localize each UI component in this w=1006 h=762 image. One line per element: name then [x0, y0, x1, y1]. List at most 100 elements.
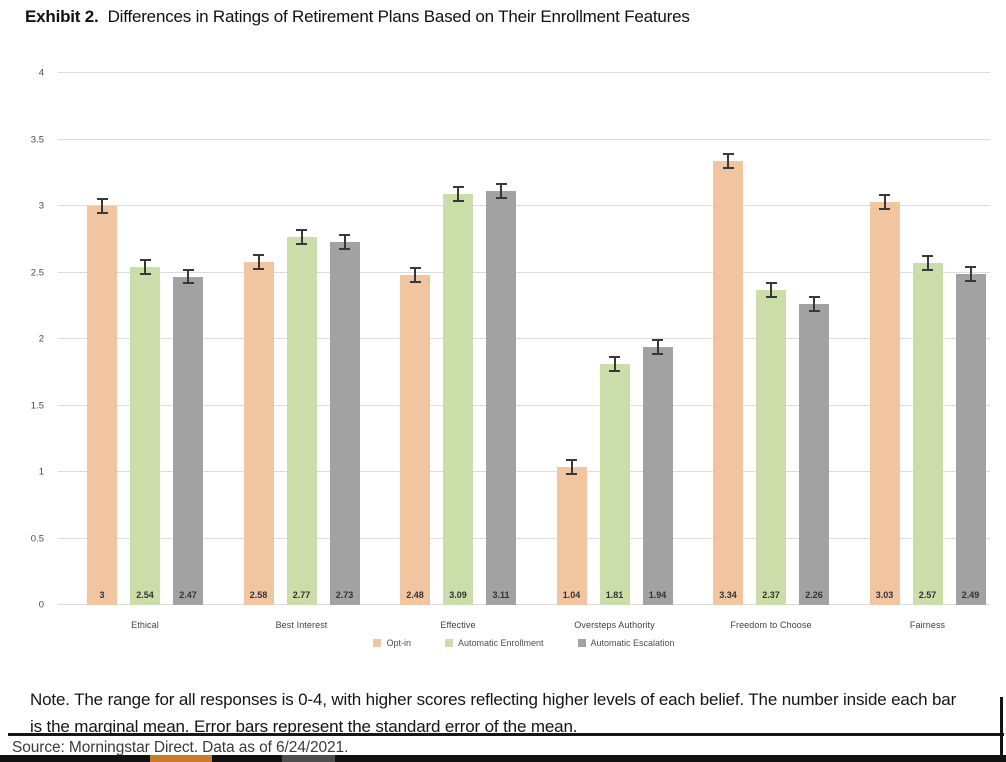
source-text: Source: Morningstar Direct. Data as of 6… [12, 739, 349, 756]
error-bar-bottom-cap [452, 200, 464, 203]
bar-automatic-escalation-freedom-to-choose: 2.26 [799, 304, 829, 605]
orange-segment [150, 755, 212, 762]
legend-swatch-icon [444, 639, 453, 647]
bar-value-label: 2.54 [136, 590, 154, 600]
error-bar-bottom-cap [922, 269, 933, 272]
legend-label: Opt-in [386, 638, 411, 648]
error-bar-bottom-cap [96, 211, 108, 214]
error-bar [495, 183, 507, 200]
bar-automatic-enrollment-freedom-to-choose: 2.37 [756, 289, 786, 605]
error-bar [722, 152, 734, 169]
x-axis-category-label: Effective [440, 620, 476, 630]
chart-legend: Opt-in Automatic Enrollment Automatic Esca… [58, 638, 990, 648]
error-bar-line [144, 259, 146, 276]
error-bar-bottom-cap [253, 267, 264, 270]
bar-automatic-escalation-fairness: 2.49 [955, 273, 986, 605]
bar-value-label: 2.73 [335, 590, 354, 600]
bar-value-label: 3.34 [719, 590, 737, 600]
gray-segment [282, 755, 335, 762]
y-axis-tick-label: 1 [38, 466, 44, 478]
error-bar-bottom-cap [879, 208, 890, 210]
legend-swatch-icon [577, 639, 586, 647]
bar-automatic-enrollment-fairness: 2.57 [912, 263, 943, 605]
bar-opt-in-oversteps-authority: 1.04 [556, 466, 587, 605]
error-bar [139, 259, 151, 276]
y-axis-tick-label: 1.5 [30, 400, 44, 411]
bar-automatic-enrollment-oversteps-authority: 1.81 [599, 364, 630, 605]
legend-item-automatic-enrollment: Automatic Enrollment [444, 638, 544, 648]
bar-opt-in-fairness: 3.03 [869, 202, 900, 605]
window-bottom-bar [0, 755, 1006, 762]
error-bar [566, 458, 577, 475]
error-bar [808, 296, 820, 313]
error-bar-line [813, 296, 815, 313]
page-edge-line [1000, 697, 1003, 755]
gridline [58, 271, 990, 273]
error-bar-line [926, 255, 929, 272]
x-axis-category-label: Oversteps Authority [574, 620, 655, 630]
error-bar-bottom-cap [652, 352, 663, 355]
error-bar [409, 267, 421, 284]
gridline [58, 138, 990, 140]
error-bar-line [414, 267, 416, 284]
error-bar-line [457, 186, 459, 203]
error-bar-line [257, 253, 260, 270]
gridline [58, 338, 990, 339]
error-bar-bottom-cap [495, 197, 507, 200]
x-axis-category-label: Freedom to Choose [730, 620, 812, 630]
gridline [58, 537, 990, 539]
x-axis-category-label: Fairness [909, 620, 946, 630]
error-bar-line [969, 265, 972, 282]
bar-automatic-escalation-effective: 3.11 [486, 191, 516, 605]
bar-opt-in-freedom-to-choose: 3.34 [713, 160, 743, 605]
error-bar-bottom-cap [566, 472, 577, 475]
page-title: Differences in Ratings of Retirement Pla… [107, 7, 690, 26]
error-bar [965, 265, 976, 282]
bar-value-label: 3 [99, 590, 105, 600]
bar-value-label: 3.11 [492, 590, 510, 600]
y-axis-tick-label: 4 [38, 67, 44, 79]
legend-label: Automatic Enrollment [457, 638, 544, 648]
legend-swatch-icon [373, 639, 382, 647]
bar-value-label: 2.37 [762, 590, 780, 600]
bar-value-label: 2.57 [918, 590, 937, 600]
x-axis-category-label: Ethical [131, 620, 159, 630]
error-bar [652, 339, 663, 355]
error-bar [182, 268, 194, 285]
error-bar-line [770, 281, 772, 298]
error-bar [922, 255, 933, 272]
bar-value-label: 1.94 [648, 590, 667, 600]
bar-value-label: 2.26 [805, 590, 823, 600]
bar-value-label: 2.47 [179, 590, 197, 600]
error-bar-line [500, 183, 502, 200]
error-bar-line [613, 356, 616, 373]
bar-automatic-enrollment-ethical: 2.54 [130, 267, 160, 605]
error-bar-bottom-cap [139, 273, 151, 276]
error-bar-line [727, 152, 729, 169]
bar-opt-in-ethical: 3 [87, 206, 117, 605]
error-bar-line [187, 268, 189, 285]
y-axis-tick-label: 3.5 [30, 134, 44, 145]
legend-item-opt-in: Opt-in [373, 638, 411, 648]
bar-opt-in-best-interest: 2.58 [243, 261, 274, 605]
error-bar-line [300, 228, 303, 245]
bar-value-label: 2.49 [961, 590, 980, 600]
bar-automatic-escalation-best-interest: 2.73 [329, 241, 360, 605]
error-bar-line [883, 194, 886, 210]
legend-item-automatic-escalation: Automatic Escalation [577, 638, 675, 648]
error-bar [253, 253, 264, 270]
error-bar-line [101, 198, 103, 214]
error-bar-bottom-cap [339, 247, 350, 250]
gridline [58, 205, 990, 206]
error-bar-bottom-cap [808, 310, 820, 313]
error-bar-bottom-cap [609, 370, 620, 373]
error-bar [296, 228, 307, 245]
bar-value-label: 1.04 [562, 590, 581, 600]
legend-label: Automatic Escalation [590, 638, 675, 648]
gridline [58, 72, 990, 73]
note-text: Note. The range for all responses is 0-4… [30, 690, 957, 737]
error-bar [765, 281, 777, 298]
error-bar-line [656, 339, 659, 355]
y-axis-tick-label: 0.5 [30, 533, 44, 544]
